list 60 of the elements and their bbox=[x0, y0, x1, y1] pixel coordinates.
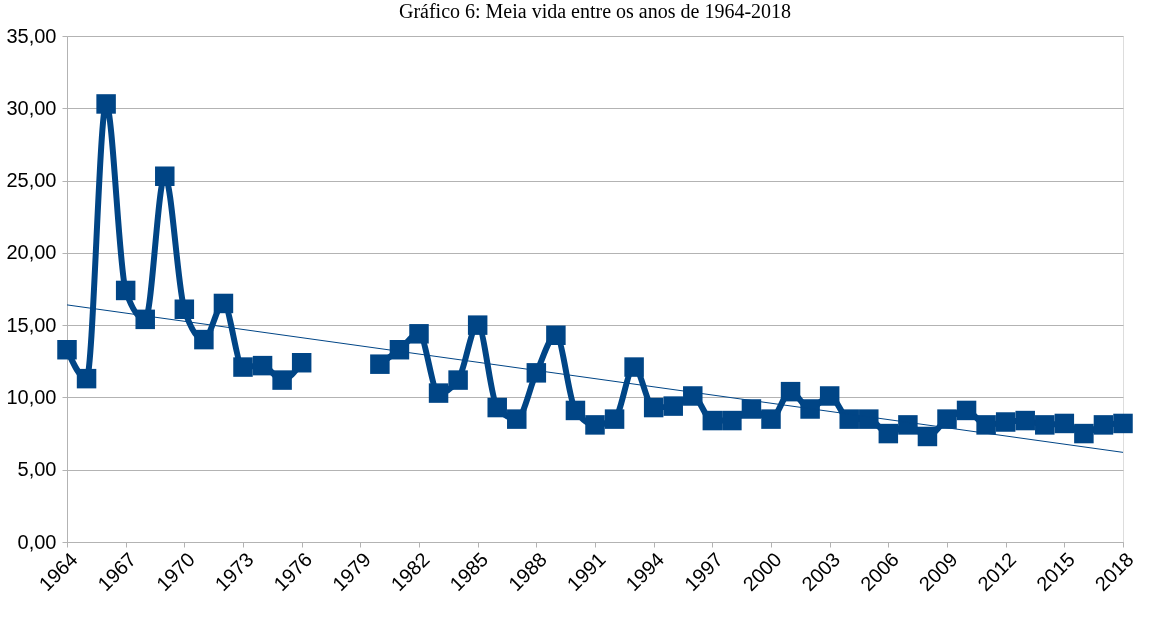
y-tick-label: 30,00 bbox=[6, 96, 57, 119]
point bbox=[819, 386, 840, 406]
point bbox=[702, 410, 723, 431]
point bbox=[546, 325, 566, 346]
point bbox=[859, 409, 879, 429]
point bbox=[115, 280, 136, 301]
point bbox=[272, 370, 292, 390]
y-tick-label: 0,00 bbox=[17, 530, 57, 553]
point bbox=[135, 309, 155, 330]
point bbox=[1074, 423, 1094, 444]
point bbox=[76, 368, 97, 389]
point bbox=[604, 409, 625, 429]
point bbox=[839, 409, 859, 429]
point bbox=[878, 423, 899, 444]
point bbox=[800, 399, 820, 419]
chart-title: Gráfico 6: Meia vida entre os anos de 1964-2018 bbox=[398, 0, 792, 22]
point bbox=[624, 357, 644, 377]
point bbox=[937, 409, 957, 429]
point bbox=[409, 324, 429, 344]
point bbox=[448, 370, 468, 390]
y-tick-label: 15,00 bbox=[6, 313, 57, 336]
point bbox=[57, 339, 77, 360]
y-tick-label: 25,00 bbox=[6, 169, 57, 192]
point bbox=[995, 412, 1016, 432]
y-tick-label: 35,00 bbox=[6, 24, 57, 47]
point bbox=[1054, 413, 1075, 434]
point bbox=[1113, 413, 1133, 434]
point bbox=[956, 400, 977, 421]
y-tick-label: 5,00 bbox=[17, 458, 57, 481]
point bbox=[291, 352, 312, 373]
point bbox=[467, 315, 488, 335]
point bbox=[252, 355, 273, 376]
point bbox=[213, 293, 234, 314]
point bbox=[194, 329, 214, 350]
point bbox=[780, 381, 801, 402]
point bbox=[1093, 415, 1114, 435]
point bbox=[174, 299, 195, 319]
y-tick-label: 20,00 bbox=[6, 241, 57, 264]
point bbox=[526, 363, 547, 383]
point bbox=[898, 415, 918, 435]
point bbox=[683, 386, 703, 406]
point bbox=[761, 409, 781, 429]
point bbox=[663, 396, 683, 416]
point bbox=[1035, 415, 1055, 435]
y-tick-label: 10,00 bbox=[6, 385, 57, 408]
point bbox=[741, 399, 762, 419]
point bbox=[428, 383, 449, 403]
point bbox=[585, 415, 605, 435]
point bbox=[370, 354, 390, 374]
point bbox=[976, 415, 996, 435]
point bbox=[643, 397, 664, 418]
point bbox=[722, 410, 742, 431]
point bbox=[487, 397, 507, 418]
point bbox=[1015, 410, 1035, 431]
point bbox=[565, 400, 586, 421]
point bbox=[96, 94, 116, 114]
point bbox=[155, 166, 175, 186]
point bbox=[507, 409, 527, 429]
point bbox=[233, 357, 253, 377]
point bbox=[917, 426, 938, 447]
